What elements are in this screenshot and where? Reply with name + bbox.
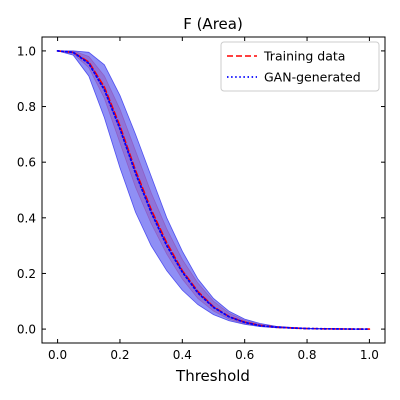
- y-tick-label: 0.8: [17, 100, 36, 114]
- y-tick-label: 0.2: [17, 267, 36, 281]
- x-tick-label: 1.0: [360, 348, 379, 362]
- y-tick-label: 1.0: [17, 44, 36, 58]
- line-gan: [56, 50, 371, 330]
- plot-area-frame: [41, 36, 386, 344]
- legend-box: [220, 41, 380, 92]
- y-tick-label: 0.4: [17, 211, 36, 225]
- x-tick-label: 0.4: [173, 348, 192, 362]
- x-axis-ticks: 0.0 0.2 0.4 0.6 0.8 1.0: [48, 37, 379, 362]
- x-tick-label: 0.8: [297, 348, 316, 362]
- x-tick-label: 0.6: [235, 348, 254, 362]
- y-tick-label: 0.0: [17, 323, 36, 337]
- legend: Training data GAN-generated: [220, 41, 380, 92]
- y-tick-label: 0.6: [17, 156, 36, 170]
- legend-label-gan: GAN-generated: [264, 70, 361, 85]
- y-axis-ticks: 0.0 0.2 0.4 0.6 0.8 1.0: [17, 44, 385, 337]
- x-axis-label: Threshold: [175, 367, 250, 385]
- chart-title: F (Area): [183, 15, 243, 33]
- legend-label-training: Training data: [263, 49, 345, 64]
- x-tick-label: 0.2: [110, 348, 129, 362]
- x-tick-label: 0.0: [48, 348, 67, 362]
- series-lines: [56, 50, 371, 330]
